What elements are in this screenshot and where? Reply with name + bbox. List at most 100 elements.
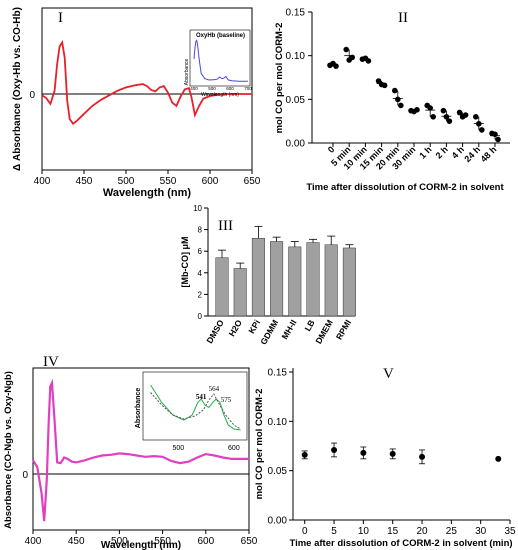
panel-iv-inset-ylabel: Absorbance	[135, 388, 142, 429]
panel-ii-point	[459, 114, 466, 120]
panel-ii-xtick-label: 0	[326, 144, 337, 155]
panel-ii-point	[343, 46, 350, 53]
panel-iii-xtick-label: DMEM	[313, 318, 335, 346]
panel-iv: IV 0 400 450 500 550 600 650 Wavelength (nm) …	[3, 354, 258, 550]
panel-v-xlabel: Time after dissolution of CORM-2 in solv…	[289, 538, 512, 549]
panel-v-xtick-label: 10	[358, 526, 370, 537]
panel-ii-point	[479, 127, 485, 133]
panel-v-xtick-label: 25	[446, 526, 458, 537]
panel-v-yticks: 0.00 0.05 0.10 0.15	[268, 368, 293, 527]
panel-iii-ytick-label: 0	[198, 312, 203, 321]
panel-i-xtick-label: 400	[34, 176, 51, 187]
panel-iii-xtick-label: RPMI	[334, 318, 353, 341]
panel-i-xtick-label: 500	[118, 176, 135, 187]
panel-iv-inset-series-line	[150, 384, 241, 431]
panel-iii-xtick-label: MH-II	[279, 318, 298, 341]
panel-v-point	[495, 455, 502, 462]
panel-iii-bar	[288, 246, 302, 317]
panel-iv-ylabel: Absorbance (CO-Ngb vs. Oxy-Ngb)	[3, 371, 14, 529]
panel-iv-xtick-label: 550	[154, 536, 171, 547]
panel-v-ytick-label: 0.10	[268, 417, 288, 428]
panel-i-inset-xtick-label: 600	[226, 86, 234, 91]
panel-i-inset-xtick-label: 500	[208, 86, 216, 91]
panel-iv-ytick-0: 0	[22, 470, 28, 481]
panel-ii-point	[495, 136, 501, 143]
panel-iv-xtick-label: 650	[241, 536, 258, 547]
panel-i-xlabel: Wavelength (nm)	[103, 187, 192, 199]
panel-iii-bar	[251, 237, 265, 317]
panel-v-xtick-label: 35	[504, 526, 516, 537]
panel-ii-point	[443, 114, 450, 120]
panel-iii-bar	[233, 268, 247, 317]
panel-ii-point	[362, 55, 369, 62]
panel-iii-xtick-label: DMSO	[204, 318, 226, 345]
panel-iv-inset-peak-label: 575	[221, 396, 232, 404]
panel-iv-xlabel: Wavelength (nm)	[101, 540, 181, 550]
panel-ii-point	[411, 108, 417, 115]
panel-v-ytick-label: 0.15	[268, 368, 288, 379]
panel-iv-series-line	[32, 378, 249, 522]
panel-iii-ytick-label: 4	[198, 269, 203, 278]
panel-iii-yticks: 0 2 4 6 8 10	[193, 204, 208, 321]
panel-iii-xtick-label: H2O	[227, 318, 245, 338]
panel-i-inset-xlabel: Wavelength (nm)	[201, 92, 239, 98]
panel-iii-ytick-label: 8	[198, 226, 203, 235]
panel-i-series-line	[41, 40, 252, 125]
panel-ii-xtick-label: 24 h	[462, 144, 482, 164]
panel-ii-ytick-label: 0.10	[286, 51, 306, 62]
panel-v-xtick-label: 15	[387, 526, 399, 537]
panel-ii-ylabel: mol CO per mol CORM-2	[274, 23, 285, 134]
panel-iv-plot-frame	[32, 367, 250, 531]
panel-i: I 0 400 450 500 550 600 650 Wavelength (nm) Δ…	[12, 7, 261, 199]
panel-i-inset-series-line	[193, 39, 248, 82]
panel-iii-bar	[270, 241, 284, 317]
panel-iii-ytick-label: 10	[193, 204, 202, 213]
panel-ii-point	[378, 81, 385, 88]
panel-ii-ytick-label: 0.15	[286, 8, 306, 19]
panel-ii-point	[398, 102, 404, 109]
panel-ii-yticks: 0.00 0.05 0.10 0.15	[286, 8, 312, 150]
panel-iv-inset-xticks: 500 600	[172, 445, 239, 452]
panel-ii-point	[492, 131, 498, 138]
panel-ii-ytick-label: 0.05	[286, 95, 306, 106]
panel-iii-xtick-label: GDMM	[258, 318, 280, 346]
panel-v-xtick-label: 5	[331, 526, 337, 537]
panel-v-point	[331, 446, 338, 453]
panel-i-xticks: 400 450 500 550 600 650	[34, 170, 261, 187]
panel-iii-bar	[215, 257, 229, 317]
panel-ii-point	[395, 96, 401, 103]
panel-i-xtick-label: 650	[244, 176, 261, 187]
panel-v-xtick-label: 0	[302, 526, 308, 537]
panel-i-xtick-label: 550	[160, 176, 177, 187]
panel-iv-xtick-label: 600	[197, 536, 214, 547]
panel-v-xtick-label: 20	[416, 526, 428, 537]
panel-iii-bar	[306, 242, 320, 317]
panel-iv-inset-frame	[142, 371, 248, 441]
panel-ii-letter: II	[398, 10, 408, 26]
panel-iii-xtick-label: KPi	[246, 318, 262, 335]
panel-v-point	[301, 451, 308, 458]
panel-iv-xtick-label: 400	[25, 536, 42, 547]
panel-v-point	[360, 449, 367, 456]
panel-iii-ylabel: [Mb-CO] μM	[180, 237, 190, 288]
panel-ii-points	[327, 46, 501, 143]
panel-ii-xlabel: Time after dissolution of CORM-2 in solv…	[306, 182, 504, 193]
panel-iv-xtick-label: 500	[111, 536, 128, 547]
panel-iv-inset-series-line	[150, 392, 241, 430]
panel-ii-point	[446, 118, 453, 124]
panel-ii-point	[430, 114, 437, 120]
panel-i-xtick-label: 600	[202, 176, 219, 187]
panel-i-plot-frame	[41, 7, 253, 171]
panel-iv-inset-xtick-label: 500	[172, 445, 184, 452]
panel-ii-point	[330, 60, 336, 67]
panel-v-ytick-label: 0.00	[268, 516, 288, 527]
panel-iii-xtick-label: LB	[302, 318, 316, 333]
panel-ii-xtick-label: 1 h	[417, 144, 433, 160]
panel-ii-xtick-label: 48 h	[479, 144, 499, 164]
panel-iii-letter: III	[218, 218, 233, 234]
